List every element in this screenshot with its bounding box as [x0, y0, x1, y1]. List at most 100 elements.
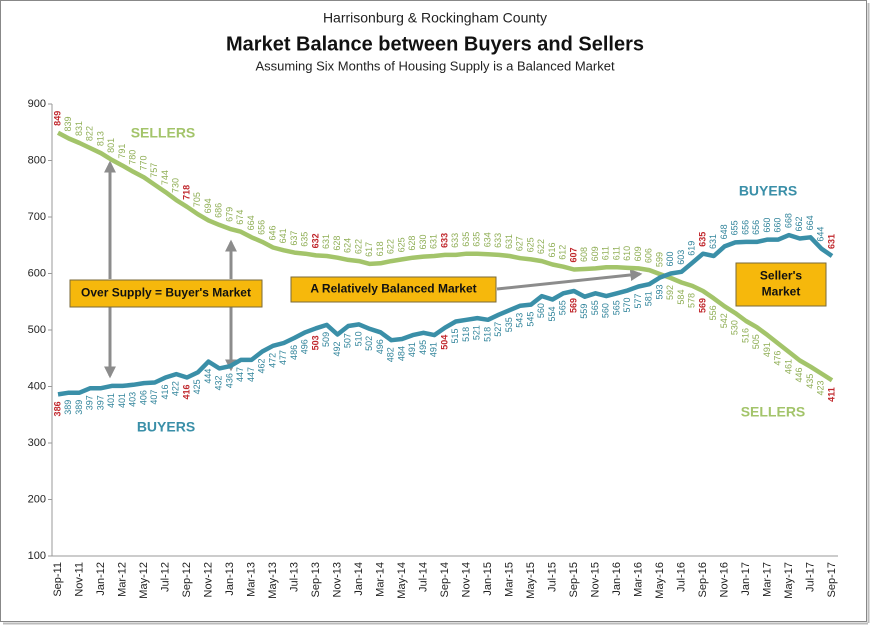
- x-tick-label: May-15: [525, 562, 537, 599]
- data-label: 632: [310, 233, 320, 248]
- data-label: 600: [665, 251, 675, 266]
- x-tick-label: May-17: [783, 562, 795, 599]
- data-label: 648: [719, 224, 729, 239]
- x-tick-label: Jan-12: [95, 562, 107, 596]
- x-tick-label: Sep-15: [568, 562, 580, 597]
- x-tick-label: Nov-15: [589, 562, 601, 597]
- data-label: 570: [622, 297, 632, 312]
- supertitle: Harrisonburg & Rockingham County: [323, 10, 547, 26]
- data-label: 744: [160, 170, 170, 185]
- data-label: 633: [439, 233, 449, 248]
- data-label: 461: [783, 359, 793, 374]
- x-tick-label: Mar-13: [245, 562, 257, 597]
- data-label: 624: [343, 238, 353, 253]
- data-label: 397: [85, 395, 95, 410]
- x-tick-label: Nov-11: [73, 562, 85, 597]
- data-label: 839: [63, 116, 73, 131]
- data-label: 849: [52, 111, 62, 126]
- data-label: 813: [95, 131, 105, 146]
- data-label: 406: [138, 390, 148, 405]
- data-label: 607: [568, 248, 578, 263]
- data-label: 472: [267, 353, 277, 368]
- data-label: 411: [826, 387, 836, 402]
- data-label: 617: [364, 242, 374, 257]
- data-label: 403: [128, 392, 138, 407]
- annotation-box: [69, 279, 263, 308]
- y-tick-label: 300: [28, 437, 46, 449]
- x-tick-label: Jan-14: [353, 562, 365, 596]
- data-label: 462: [257, 358, 267, 373]
- data-label: 630: [418, 235, 428, 250]
- data-label: 476: [773, 351, 783, 366]
- data-label: 577: [633, 293, 643, 308]
- data-label: 495: [418, 340, 428, 355]
- data-label: 592: [665, 285, 675, 300]
- annotation: BUYERS: [739, 183, 797, 199]
- data-label: 718: [181, 185, 191, 200]
- data-label: 635: [300, 232, 310, 247]
- data-label: 435: [805, 374, 815, 389]
- data-label: 610: [622, 246, 632, 261]
- x-tick-label: Jul-16: [675, 562, 687, 592]
- data-label: 656: [257, 220, 267, 235]
- data-label: 757: [149, 163, 159, 178]
- data-label: 545: [525, 312, 535, 327]
- data-label: 510: [353, 331, 363, 346]
- data-label: 492: [332, 342, 342, 357]
- y-tick-label: 900: [28, 98, 46, 110]
- data-label: 668: [783, 213, 793, 228]
- annotation: BUYERS: [137, 419, 195, 435]
- data-label: 609: [590, 246, 600, 261]
- data-label: 660: [762, 218, 772, 233]
- data-label: 628: [332, 236, 342, 251]
- x-tick-label: Mar-16: [632, 562, 644, 597]
- data-label: 416: [181, 384, 191, 399]
- x-tick-label: Sep-14: [439, 562, 451, 597]
- data-label: 491: [762, 342, 772, 357]
- x-tick-label: Jan-17: [740, 562, 752, 596]
- annotation-box-text: A Relatively Balanced Market: [310, 282, 476, 296]
- x-tick-label: Jul-17: [804, 562, 816, 592]
- data-label: 611: [601, 246, 611, 260]
- data-label: 565: [611, 300, 621, 315]
- data-label: 674: [235, 210, 245, 225]
- x-tick-label: Jul-14: [417, 562, 429, 592]
- data-label: 611: [611, 246, 621, 260]
- data-label: 477: [278, 350, 288, 365]
- data-label: 656: [751, 220, 761, 235]
- data-label: 616: [547, 242, 557, 257]
- annotation-box-text: Seller's: [760, 269, 803, 283]
- data-label: 444: [203, 369, 213, 384]
- data-label: 407: [149, 390, 159, 405]
- annotation: SELLERS: [131, 125, 196, 141]
- data-label: 486: [289, 345, 299, 360]
- data-label: 635: [697, 232, 707, 247]
- x-tick-label: Mar-17: [761, 562, 773, 597]
- data-label: 543: [515, 313, 525, 328]
- data-label: 516: [740, 328, 750, 343]
- data-label: 631: [826, 234, 836, 249]
- series-line: [56, 130, 834, 383]
- data-label: 535: [504, 317, 514, 332]
- data-label: 631: [504, 234, 514, 249]
- data-label: 622: [386, 239, 396, 254]
- subtitle: Assuming Six Months of Housing Supply is…: [255, 58, 615, 73]
- x-tick-label: Mar-12: [116, 562, 128, 597]
- data-label: 518: [482, 327, 492, 342]
- data-label: 569: [568, 298, 578, 313]
- data-label: 622: [536, 239, 546, 254]
- annotation: SELLERS: [741, 404, 806, 420]
- x-tick-label: Jan-16: [611, 562, 623, 596]
- arrows: [104, 160, 643, 379]
- data-label: 560: [536, 303, 546, 318]
- y-tick-label: 100: [28, 550, 46, 562]
- x-tick-label: May-12: [138, 562, 150, 599]
- data-label: 612: [558, 245, 568, 260]
- data-label: 664: [246, 215, 256, 230]
- x-tick-label: Nov-12: [202, 562, 214, 597]
- data-label: 509: [321, 332, 331, 347]
- x-tick-label: Nov-13: [331, 562, 343, 597]
- data-label: 423: [816, 381, 826, 396]
- data-label: 655: [730, 220, 740, 235]
